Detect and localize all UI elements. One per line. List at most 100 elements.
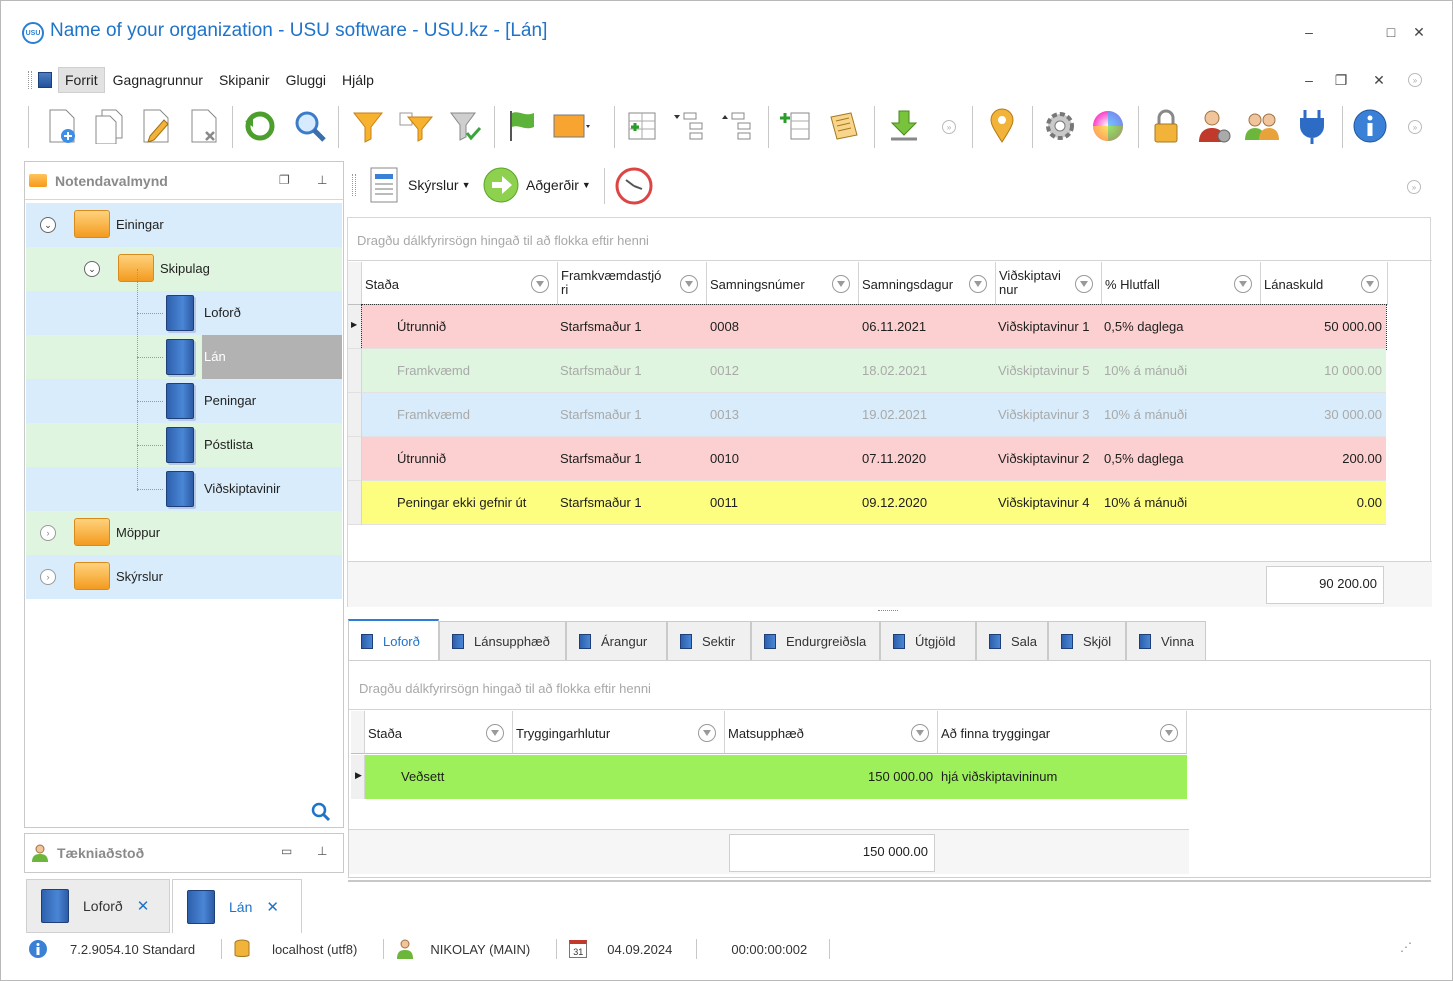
tree-collapse-icon[interactable] (670, 106, 710, 146)
mdi-restore-icon[interactable]: ❐ (1334, 71, 1348, 88)
tab-loford[interactable]: Loforð (348, 619, 439, 661)
delete-record-icon[interactable] (184, 106, 224, 146)
expand-icon[interactable]: › (40, 569, 56, 585)
minimize-icon[interactable]: – (1305, 24, 1313, 40)
menu-forrit[interactable]: Forrit (58, 67, 105, 93)
menu-expand-icon[interactable]: » (1408, 73, 1422, 87)
add-row-icon[interactable] (776, 106, 816, 146)
filter-icon[interactable] (911, 724, 929, 742)
menu-skipanir[interactable]: Skipanir (218, 72, 270, 88)
add-column-icon[interactable] (622, 106, 662, 146)
search-icon[interactable] (311, 802, 331, 822)
tree-item-peningar[interactable]: Peningar (26, 379, 342, 423)
color-wheel-icon[interactable] (1088, 106, 1128, 146)
mdi-minimize-icon[interactable]: – (1305, 72, 1313, 88)
refresh-icon[interactable] (240, 106, 280, 146)
tree-item-loford[interactable]: Loforð (26, 291, 342, 335)
filter-icon[interactable] (531, 275, 549, 293)
close-tab-icon[interactable]: ✕ (266, 898, 279, 916)
tab-skjol[interactable]: Skjöl (1048, 621, 1126, 661)
tree-item-moppur[interactable]: › Möppur (26, 511, 342, 555)
table-row[interactable]: Framkvæmd Starfsmaður 1 0012 18.02.2021 Viðs… (362, 349, 1386, 393)
plugin-icon[interactable] (1292, 106, 1332, 146)
menu-gagnagrunnur[interactable]: Gagnagrunnur (112, 72, 203, 88)
row-indicator[interactable]: ▶ (348, 305, 362, 349)
filter-icon[interactable] (680, 275, 698, 293)
filter-apply-icon[interactable] (446, 106, 486, 146)
col-header-stada[interactable]: Staða (362, 262, 558, 305)
filter-icon[interactable] (348, 106, 388, 146)
filter-icon[interactable] (1160, 724, 1178, 742)
mdi-close-icon[interactable]: ✕ (1373, 71, 1385, 88)
filter-icon[interactable] (969, 275, 987, 293)
tab-sektir[interactable]: Sektir (667, 621, 751, 661)
filter-icon[interactable] (698, 724, 716, 742)
filter-icon[interactable] (1361, 275, 1379, 293)
tab-sala[interactable]: Sala (976, 621, 1048, 661)
table-row[interactable]: Framkvæmd Starfsmaður 1 0013 19.02.2021 Viðs… (362, 393, 1386, 437)
close-icon[interactable]: ✕ (1413, 23, 1425, 40)
col-header-debt[interactable]: Lánaskuld (1261, 262, 1388, 305)
menu-hjalp[interactable]: Hjálp (342, 72, 374, 88)
col-header-number[interactable]: Samningsnúmer (707, 262, 859, 305)
map-pin-icon[interactable] (982, 106, 1022, 146)
toolbar-expand-icon-3[interactable]: » (1407, 180, 1421, 194)
expand-icon[interactable]: › (40, 525, 56, 541)
notes-icon[interactable] (824, 106, 864, 146)
row-indicator[interactable] (348, 481, 362, 525)
timer-clock-icon[interactable] (614, 166, 654, 206)
splitter-handle[interactable] (878, 610, 898, 612)
detail-col-stada[interactable]: Staða (365, 711, 513, 754)
doc-tab-loford[interactable]: Loforð ✕ (26, 879, 170, 933)
filter-edit-icon[interactable] (396, 106, 436, 146)
edit-record-icon[interactable] (136, 106, 176, 146)
row-indicator[interactable] (348, 349, 362, 393)
panel-float-icon[interactable]: ❐ (279, 173, 290, 187)
lock-icon[interactable] (1146, 106, 1186, 146)
col-header-date[interactable]: Samningsdagur (859, 262, 996, 305)
tree-expand-icon[interactable] (718, 106, 758, 146)
resize-grip[interactable]: ⋰ (1400, 940, 1412, 954)
panel-pin-icon[interactable]: ⊥ (317, 844, 328, 858)
detail-col-where[interactable]: Að finna tryggingar (938, 711, 1187, 754)
add-record-icon[interactable] (42, 106, 82, 146)
panel-restore-icon[interactable]: ▭ (281, 844, 293, 858)
row-indicator[interactable] (348, 437, 362, 481)
col-header-client[interactable]: Viðskiptavi nur (996, 262, 1102, 305)
doc-tab-lan[interactable]: Lán ✕ (172, 879, 302, 933)
app-menu-icon[interactable] (38, 72, 52, 88)
actions-dropdown[interactable]: Aðgerðir ▼ (482, 166, 591, 204)
filter-icon[interactable] (486, 724, 504, 742)
tree-item-vidskiptavinir[interactable]: Viðskiptavinir (26, 467, 342, 511)
col-header-rate[interactable]: % Hlutfall (1102, 262, 1261, 305)
tree-item-einingar[interactable]: ⌄ Einingar (26, 203, 342, 247)
detail-col-item[interactable]: Tryggingarhlutur (513, 711, 725, 754)
maximize-icon[interactable]: □ (1386, 24, 1396, 40)
reports-dropdown[interactable]: Skýrslur ▼ (368, 166, 470, 204)
panel-pin-icon[interactable]: ⊥ (317, 173, 328, 187)
row-indicator[interactable] (348, 393, 362, 437)
tab-endurgreidsla[interactable]: Endurgreiðsla (751, 621, 880, 661)
tab-utgjold[interactable]: Útgjöld (880, 621, 976, 661)
image-icon[interactable] (552, 106, 592, 146)
filter-icon[interactable] (1075, 275, 1093, 293)
toolbar-expand-icon-1[interactable]: » (942, 120, 956, 134)
collapse-icon[interactable]: ⌄ (40, 217, 56, 233)
copy-record-icon[interactable] (88, 106, 128, 146)
info-icon[interactable] (1350, 106, 1390, 146)
toolbar-expand-icon-2[interactable]: » (1408, 120, 1422, 134)
tree-item-skyrslur[interactable]: › Skýrslur (26, 555, 342, 599)
tab-lansupphaed[interactable]: Lánsupphæð (439, 621, 566, 661)
close-tab-icon[interactable]: ✕ (136, 898, 150, 915)
detail-row[interactable]: Veðsett 150 000.00 hjá viðskiptavininum (365, 755, 1187, 799)
users-group-icon[interactable] (1242, 106, 1282, 146)
filter-icon[interactable] (832, 275, 850, 293)
user-settings-icon[interactable] (1194, 106, 1234, 146)
tech-support-panel[interactable]: Tækniaðstoð ▭ ⊥ (24, 833, 344, 873)
table-row[interactable]: Peningar ekki gefnir út Starfsmaður 1 0011… (362, 481, 1386, 525)
settings-gear-icon[interactable] (1040, 106, 1080, 146)
tree-item-postlista[interactable]: Póstlista (26, 423, 342, 467)
filter-icon[interactable] (1234, 275, 1252, 293)
flag-icon[interactable] (502, 106, 542, 146)
download-icon[interactable] (884, 106, 924, 146)
